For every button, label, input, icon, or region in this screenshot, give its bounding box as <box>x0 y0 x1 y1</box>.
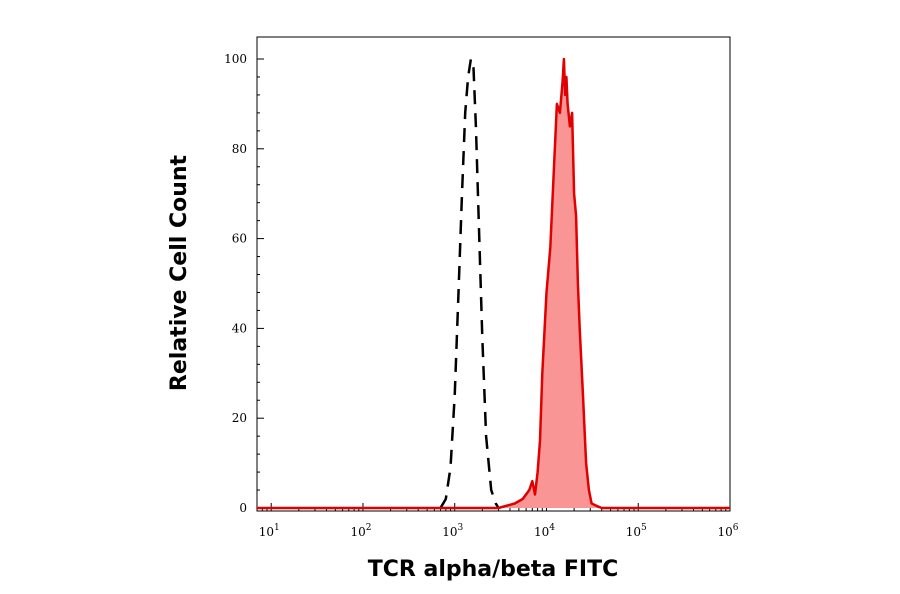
x-tick-label: 101 <box>259 523 280 539</box>
y-axis-title: Relative Cell Count <box>167 154 192 391</box>
series-fill <box>257 59 730 508</box>
y-tick-label: 40 <box>232 321 247 335</box>
y-tick-label: 80 <box>232 142 247 156</box>
plot-frame <box>256 36 731 512</box>
x-axis-title: TCR alpha/beta FITC <box>368 557 619 582</box>
y-axis-major-ticks: 0 20 40 60 80 100 <box>224 52 264 515</box>
x-tick-label: 103 <box>442 523 463 539</box>
dashed-series-line <box>439 57 500 509</box>
x-tick-label: 102 <box>350 523 371 539</box>
y-tick-label: 100 <box>224 52 247 66</box>
y-tick-label: 0 <box>239 501 247 515</box>
y-tick-label: 20 <box>232 411 247 425</box>
x-tick-label: 105 <box>626 523 647 539</box>
y-axis-minor-ticks <box>257 76 260 491</box>
y-tick-label: 60 <box>232 232 247 246</box>
x-tick-label: 104 <box>534 523 555 539</box>
solid-series-line <box>257 57 730 510</box>
series-layer <box>257 57 730 510</box>
x-tick-label: 106 <box>717 523 738 539</box>
